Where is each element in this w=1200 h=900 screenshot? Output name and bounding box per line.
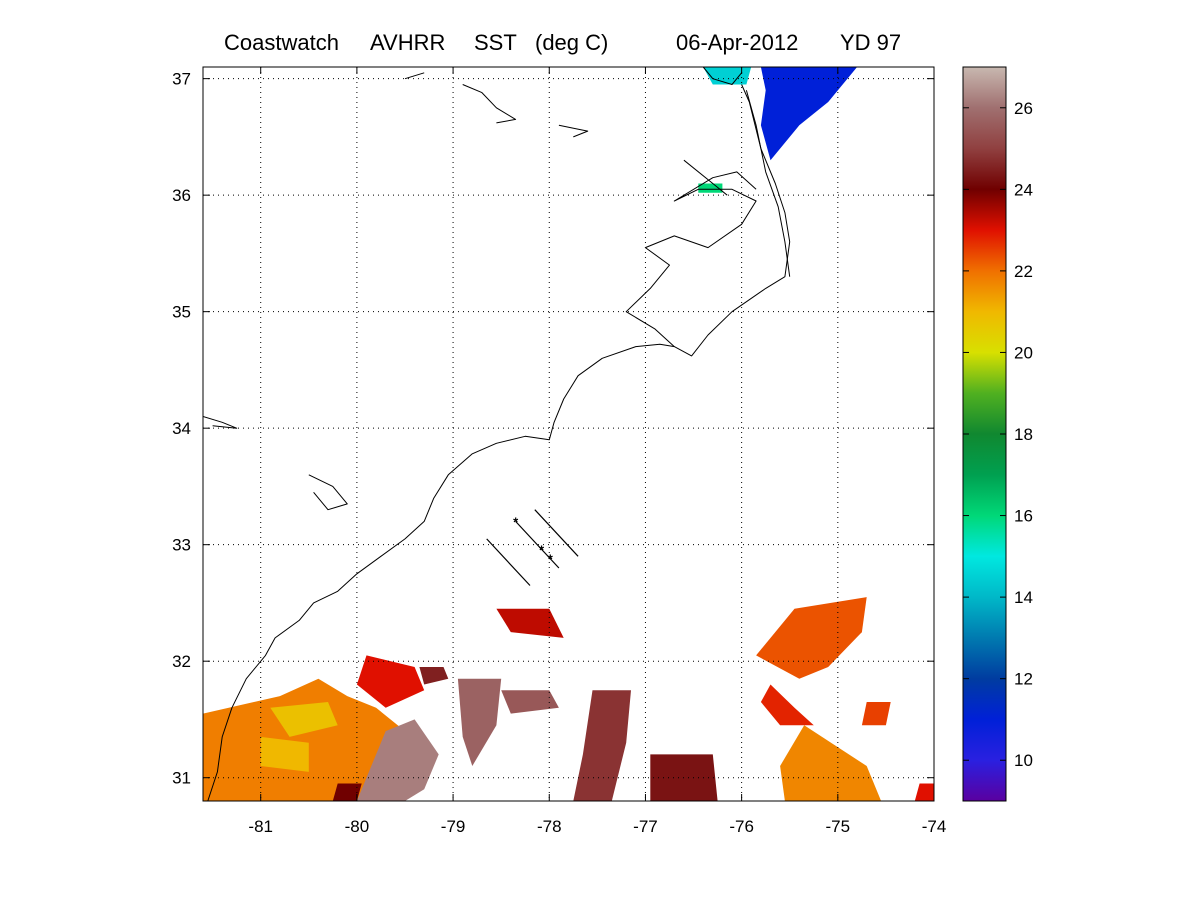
title-date: 06-Apr-2012 [676,30,799,55]
lon-tick-label: -79 [441,817,466,836]
lat-tick-label: 36 [172,186,191,205]
colorbar-tick-label: 12 [1014,670,1033,689]
coastline-segment [462,84,517,124]
lon-tick-label: -76 [729,817,754,836]
title-sensor: AVHRR [370,30,446,55]
longitude-axis: -81 -80 -79 -78 -77 -76 -75 -74 [248,67,946,836]
title-source: Coastwatch [224,30,339,55]
sst-patch [203,678,405,801]
colorbar-tick-label: 16 [1014,507,1033,526]
lat-tick-label: 35 [172,303,191,322]
coastline-segment [404,72,425,80]
sst-patch [270,702,338,737]
colorbar-fill [962,66,1007,802]
colorbar: 10 12 14 16 18 20 22 24 26 [962,66,1033,802]
station-marker: * [513,514,519,529]
sst-patch [496,608,564,638]
coastline-segment [558,124,589,138]
sst-patch [260,736,309,772]
lon-tick-label: -74 [922,817,947,836]
sst-patch [861,702,891,726]
coastline-segment [207,84,791,801]
map-background [203,67,934,801]
coastline-segment [625,171,757,347]
lat-tick-label: 31 [172,769,191,788]
title-product: SST [474,30,517,55]
transect-line [534,509,579,557]
sst-patch [756,597,867,679]
coastline-segment [203,416,238,429]
lon-tick-label: -75 [826,817,851,836]
title-units: (deg C) [535,30,609,55]
sst-field [203,67,934,801]
survey-transects: *** [486,509,579,586]
station-marker: * [539,542,545,557]
coastline-segment [683,159,728,196]
sst-patch [501,690,559,714]
map-plot-area: *** -81 -80 -79 -78 -77 -76 -75 -74 31323334353… [172,66,946,836]
lon-tick-label: -78 [537,817,562,836]
lat-lon-grid [203,67,935,801]
colorbar-tick-label: 22 [1014,262,1033,281]
colorbar-tick-label: 14 [1014,588,1033,607]
lat-tick-label: 33 [172,536,191,555]
sst-patch [356,719,439,801]
lat-tick-label: 32 [172,652,191,671]
sst-patch [703,67,752,85]
sst-patch [760,684,814,726]
colorbar-ticks: 10 12 14 16 18 20 22 24 26 [963,99,1033,770]
sst-patch [356,655,425,708]
sst-patch [914,783,934,801]
lat-tick-label: 37 [172,70,191,89]
colorbar-tick-label: 10 [1014,751,1033,770]
station-marker: * [548,552,554,567]
coastline-segment [308,474,348,511]
lon-tick-label: -81 [248,817,273,836]
colorbar-tick-label: 26 [1014,99,1033,118]
colorbar-tick-label: 24 [1014,180,1033,199]
sst-patch [780,725,882,801]
colorbar-tick-label: 18 [1014,425,1033,444]
sst-patch [457,678,502,766]
sst-patch [760,67,858,161]
map-frame [202,66,935,802]
lat-tick-label: 34 [172,419,191,438]
lon-tick-label: -77 [633,817,658,836]
title-yearday: YD 97 [840,30,902,55]
sst-patch [332,783,362,801]
coastline-segment [745,90,791,277]
latitude-axis: 31 32 33 34 35 36 37 [172,70,934,788]
lon-tick-label: -80 [345,817,370,836]
transect-line [515,520,560,569]
transect-line [486,538,531,586]
coastline-segment [702,67,742,85]
sst-patch [419,667,449,685]
sst-patch [573,690,631,801]
coastline [203,67,791,801]
colorbar-tick-label: 20 [1014,343,1033,362]
